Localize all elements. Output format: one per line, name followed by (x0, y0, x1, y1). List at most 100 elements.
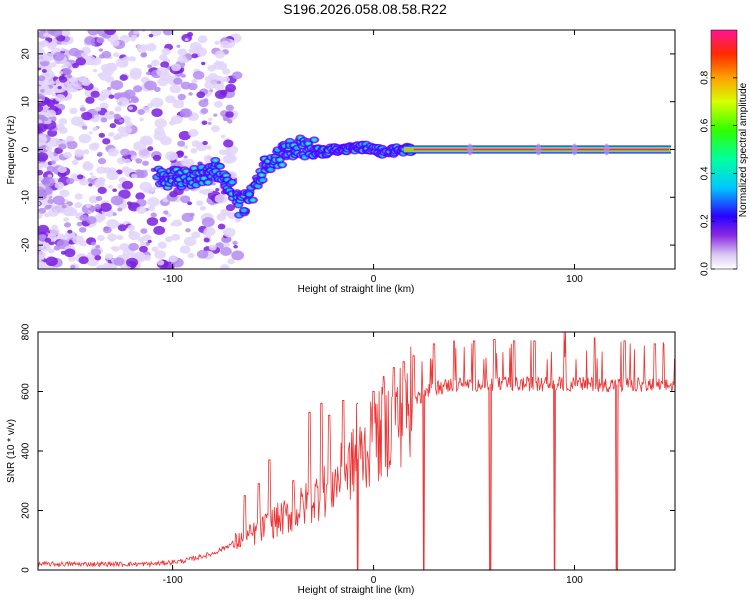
noise-speckle (117, 207, 123, 212)
snr-spike-point (258, 483, 260, 485)
noise-speckle (108, 184, 113, 189)
snr-spike-point (433, 343, 435, 345)
noise-speckle (44, 88, 54, 96)
noise-speckle (192, 70, 205, 80)
noise-speckle (63, 61, 71, 67)
noise-speckle (207, 121, 212, 125)
ridge-blob-core (213, 159, 217, 162)
snr-spike-point (654, 343, 656, 345)
noise-speckle (222, 227, 236, 238)
noise-speckle (75, 57, 87, 66)
noise-speckle (116, 97, 130, 107)
noise-speckle (135, 158, 143, 164)
noise-speckle (122, 248, 135, 258)
noise-speckle (82, 149, 90, 155)
noise-speckle (74, 193, 83, 200)
spectrogram-ylabel: Frequency (Hz) (6, 116, 17, 185)
noise-speckle (117, 224, 127, 232)
noise-speckle (179, 245, 191, 254)
spectrogram-ytick-label: -10 (21, 190, 32, 205)
noise-speckle (119, 74, 128, 81)
spectrogram-noise (38, 30, 245, 269)
noise-speckle (61, 204, 67, 209)
noise-speckle (181, 33, 192, 43)
band-marker (467, 143, 474, 156)
noise-speckle (151, 108, 163, 117)
noise-speckle (147, 146, 154, 152)
noise-speckle (106, 170, 119, 181)
noise-speckle (131, 173, 138, 179)
ridge-blob-mid (246, 192, 253, 197)
noise-speckle (199, 205, 207, 211)
noise-speckle (124, 158, 131, 164)
noise-speckle (86, 216, 97, 225)
noise-speckle (166, 213, 172, 218)
noise-speckle (44, 237, 52, 243)
noise-speckle (214, 60, 221, 66)
noise-speckle (153, 225, 166, 235)
spectrogram-yticks: -20 -10 0 10 20 (21, 48, 675, 252)
noise-speckle (126, 201, 133, 206)
noise-speckle (64, 49, 70, 53)
ridge-blob-core (278, 158, 282, 161)
spectrogram-ytick-label: 10 (21, 96, 32, 108)
noise-speckle (78, 75, 87, 83)
noise-speckle (156, 259, 165, 266)
noise-speckle (38, 212, 43, 219)
noise-speckle (59, 189, 70, 198)
noise-speckle (97, 73, 103, 78)
noise-speckle (163, 210, 169, 215)
noise-speckle (110, 246, 116, 250)
noise-speckle (133, 30, 140, 35)
noise-speckle (201, 120, 208, 126)
snr-ytick-label: 600 (21, 383, 32, 400)
noise-speckle (220, 264, 230, 269)
noise-speckle (97, 186, 107, 195)
noise-speckle (147, 205, 156, 212)
noise-speckle (70, 264, 76, 269)
band-marker (535, 143, 542, 156)
snr-spike-point (403, 361, 405, 363)
noise-speckle (181, 212, 194, 223)
noise-speckle (95, 195, 103, 201)
noise-speckle (91, 142, 100, 149)
snr-xtick-label: 0 (371, 575, 377, 586)
noise-speckle (74, 149, 85, 158)
snr-panel: -100 0 100 0 200 400 600 800 Height of straigh… (6, 323, 676, 596)
snr-spike-point (453, 340, 455, 342)
noise-speckle (172, 99, 185, 109)
noise-speckle (92, 126, 99, 132)
noise-speckle (154, 127, 165, 136)
noise-speckle (66, 140, 78, 150)
noise-speckle (58, 76, 68, 83)
noise-speckle (232, 240, 238, 245)
noise-speckle (220, 40, 231, 49)
noise-speckle (117, 126, 127, 134)
noise-speckle (177, 48, 188, 56)
noise-speckle (110, 80, 124, 90)
noise-speckle (150, 212, 157, 218)
band-marker (603, 143, 610, 156)
noise-speckle (118, 119, 124, 123)
noise-speckle (81, 52, 89, 58)
noise-speckle (76, 221, 83, 227)
snr-spike-point (413, 355, 415, 357)
noise-speckle (184, 38, 189, 42)
snr-xticks: -100 0 100 (163, 332, 583, 586)
noise-speckle (133, 85, 143, 93)
noise-speckle (63, 151, 72, 159)
ridge-blob-mid (240, 208, 247, 213)
noise-speckle (130, 155, 138, 161)
noise-speckle (187, 201, 193, 206)
snr-spike-point (372, 390, 375, 393)
noise-speckle (173, 77, 183, 85)
noise-speckle (118, 189, 131, 199)
noise-speckle (234, 217, 241, 223)
snr-series-line (38, 332, 675, 570)
noise-speckle (66, 135, 74, 142)
noise-speckle (58, 143, 67, 150)
noise-speckle (93, 114, 100, 119)
ridge-blob-mid (267, 167, 274, 172)
noise-speckle (204, 76, 213, 83)
snr-spike-point (493, 338, 495, 341)
